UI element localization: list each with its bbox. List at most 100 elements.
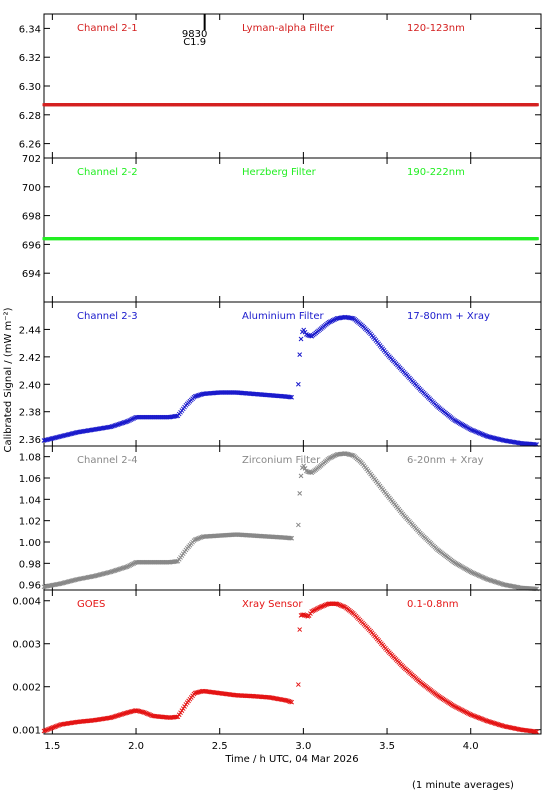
data-point — [48, 726, 54, 731]
data-point — [499, 723, 505, 728]
data-point — [47, 726, 52, 732]
data-point — [287, 699, 293, 705]
series-markers — [42, 103, 539, 107]
data-point — [142, 710, 147, 715]
data-point — [349, 452, 355, 458]
data-point — [318, 604, 324, 610]
data-point — [297, 352, 303, 358]
panel-3: 2.36 2.38 2.40 2.42 2.44 Channel 2-3 Aluminium… — [19, 301, 542, 447]
panel-1: 6.26 6.28 6.30 6.32 6.34 Channel 2-1 Lyman-alp… — [19, 13, 542, 159]
y-tick-label: 0.001 — [12, 726, 41, 737]
data-point — [488, 578, 494, 583]
y-tick-label: 1.06 — [19, 474, 41, 485]
panel-5: 0.001 0.002 0.003 0.004 GOES Xray Sensor 0.1-0… — [12, 589, 542, 737]
panel-label-filter: Aluminium Filter — [242, 311, 325, 322]
data-point — [42, 728, 48, 733]
data-point — [287, 535, 293, 541]
data-point — [124, 419, 130, 424]
data-point — [289, 394, 295, 400]
data-point — [468, 569, 474, 575]
panel-label-band: 190-222nm — [407, 167, 465, 178]
data-point — [297, 491, 303, 496]
x-tick-label: 3.0 — [295, 741, 311, 752]
panel-label-band: 0.1-0.8nm — [407, 599, 459, 610]
data-point — [483, 576, 489, 581]
data-point — [301, 463, 307, 469]
y-tick-label: 2.44 — [19, 325, 41, 336]
panel-label-band: 120-123nm — [407, 23, 465, 34]
panel-label-band: 6-20nm + Xray — [407, 455, 484, 466]
data-point — [334, 601, 340, 607]
data-point — [475, 715, 481, 720]
data-point — [490, 578, 495, 584]
data-point — [298, 613, 304, 618]
data-point — [123, 710, 129, 716]
data-point — [297, 627, 303, 632]
data-point — [109, 714, 115, 720]
x-tick-label: 2.5 — [212, 741, 228, 752]
chart-panels: 6.26 6.28 6.30 6.32 6.34 Channel 2-1 Lyman-alp… — [12, 13, 542, 737]
data-point — [143, 710, 149, 716]
data-point — [476, 715, 482, 721]
y-tick-label: 2.40 — [19, 380, 41, 391]
data-point — [117, 712, 123, 718]
data-point — [494, 721, 499, 727]
data-point — [117, 421, 123, 427]
data-point — [317, 605, 323, 610]
data-point — [535, 237, 539, 241]
data-point — [296, 682, 301, 687]
data-point — [471, 570, 477, 576]
panel-frame — [43, 157, 542, 303]
y-tick-label: 1.08 — [19, 453, 41, 464]
data-point — [121, 420, 127, 425]
data-point — [148, 712, 154, 718]
data-point — [490, 720, 495, 726]
data-point — [112, 568, 118, 573]
data-point — [192, 394, 198, 399]
data-point — [52, 724, 58, 730]
data-point — [474, 714, 479, 720]
data-point — [289, 699, 295, 705]
data-point — [116, 566, 122, 572]
panel-label-channel: Channel 2-4 — [77, 455, 138, 466]
data-point — [476, 430, 482, 436]
data-point — [195, 393, 201, 398]
data-point — [49, 725, 55, 731]
panel-label-filter: Xray Sensor — [242, 599, 303, 610]
y-tick-label: 700 — [22, 183, 41, 194]
data-point — [147, 712, 153, 718]
data-point — [298, 336, 304, 342]
series-markers — [41, 601, 540, 735]
data-point — [298, 473, 304, 479]
data-point — [498, 581, 503, 586]
data-point — [51, 725, 56, 730]
data-point — [308, 333, 313, 339]
data-point — [41, 728, 47, 734]
data-point — [55, 723, 60, 729]
panel-frame — [43, 13, 542, 159]
flare-id-label: 9830 — [182, 29, 207, 40]
y-tick-label: 6.34 — [19, 24, 41, 35]
data-point — [113, 567, 119, 573]
panel-label-band: 17-80nm + Xray — [407, 311, 490, 322]
data-point — [468, 712, 474, 718]
data-point — [107, 569, 112, 575]
data-point — [336, 602, 341, 607]
y-tick-label: 696 — [22, 240, 41, 251]
y-tick-label: 6.26 — [19, 140, 41, 151]
data-point — [112, 714, 118, 719]
data-point — [111, 423, 116, 429]
panel-2: 694 696 698 700 702 Channel 2-2 Herzberg Filte… — [22, 154, 542, 303]
data-point — [492, 721, 498, 726]
data-point — [482, 717, 487, 723]
data-point — [340, 603, 345, 609]
x-tick-label: 2.0 — [128, 741, 144, 752]
data-point — [194, 536, 199, 542]
y-tick-label: 1.00 — [19, 538, 41, 549]
data-point — [124, 710, 130, 716]
data-point — [474, 429, 479, 435]
data-point — [480, 575, 486, 580]
data-point — [112, 423, 118, 428]
data-point — [338, 603, 344, 608]
